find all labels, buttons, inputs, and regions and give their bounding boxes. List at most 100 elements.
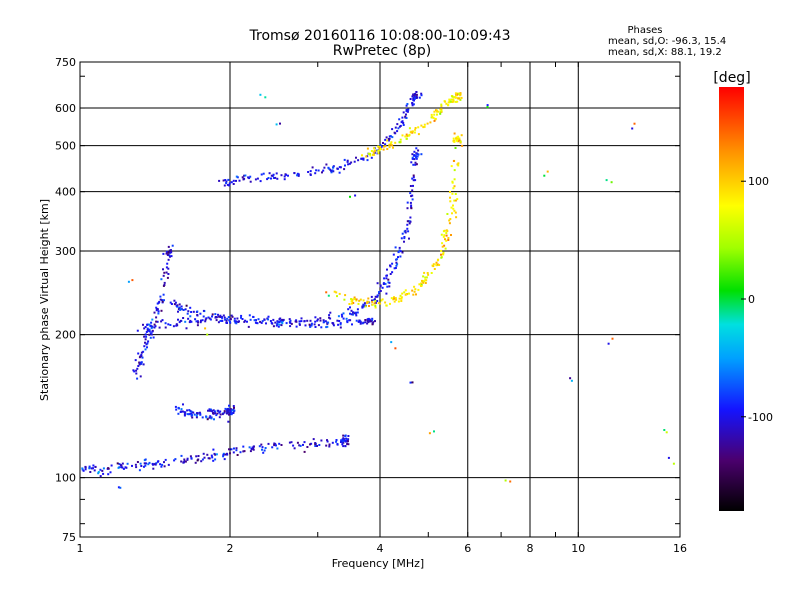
echo-point — [342, 434, 345, 437]
echo-point — [275, 172, 278, 175]
echo-point — [252, 445, 255, 448]
echo-point — [424, 276, 427, 279]
echo-point — [399, 141, 402, 143]
echo-point — [450, 98, 453, 101]
echo-point — [150, 333, 153, 336]
echo-point — [138, 469, 141, 472]
echo-point — [81, 468, 84, 471]
echo-point — [278, 323, 281, 326]
echo-point — [355, 314, 358, 317]
echo-point — [374, 300, 377, 303]
echo-point — [422, 126, 425, 129]
echo-point — [140, 361, 143, 364]
echo-point — [379, 145, 382, 148]
echo-point — [321, 171, 323, 174]
echo-point — [308, 323, 311, 326]
echo-point — [366, 159, 369, 162]
echo-point — [203, 456, 206, 459]
echo-point — [179, 308, 182, 311]
echo-point — [364, 321, 367, 324]
echo-point — [219, 319, 222, 322]
echo-point — [119, 464, 122, 466]
echo-point — [145, 335, 148, 338]
echo-point — [226, 452, 228, 455]
echo-point — [453, 140, 456, 143]
echo-point — [178, 321, 181, 324]
echo-point — [413, 95, 416, 98]
echo-point — [361, 322, 364, 325]
echo-point — [325, 444, 328, 447]
echo-point — [182, 461, 185, 464]
echo-point — [235, 449, 238, 452]
echo-point — [204, 320, 207, 323]
echo-point — [140, 355, 143, 358]
echo-point — [161, 319, 164, 322]
echo-point — [380, 145, 383, 148]
echo-point — [193, 413, 196, 416]
echo-point — [401, 232, 404, 235]
echo-point — [149, 332, 152, 335]
echo-point — [275, 444, 277, 447]
echo-point — [433, 110, 436, 113]
echo-point — [349, 312, 351, 315]
echo-point — [255, 319, 257, 322]
echo-point — [289, 322, 292, 324]
echo-point — [409, 192, 412, 195]
echo-point — [122, 467, 125, 470]
echo-point — [262, 451, 265, 454]
echo-point — [424, 278, 427, 281]
echo-point — [155, 306, 158, 309]
echo-point — [196, 412, 199, 415]
echo-point — [442, 253, 445, 256]
echo-point — [154, 463, 157, 466]
echo-point — [89, 471, 92, 473]
echo-point — [378, 147, 381, 150]
echo-point — [504, 479, 507, 482]
echo-point — [199, 321, 202, 324]
echo-point — [196, 459, 199, 462]
echo-point — [401, 134, 404, 137]
echo-point — [232, 412, 235, 414]
echo-point — [232, 179, 235, 182]
echo-point — [338, 171, 341, 174]
echo-point — [252, 316, 255, 318]
echo-point — [546, 170, 549, 173]
echo-point — [412, 99, 415, 102]
echo-point — [331, 441, 334, 444]
echo-point — [232, 183, 235, 185]
echo-point — [338, 320, 341, 322]
echo-point — [414, 163, 417, 166]
echo-point — [140, 465, 143, 467]
echo-point — [411, 381, 414, 384]
echo-point — [264, 447, 267, 449]
echo-point — [348, 319, 351, 322]
echo-point — [190, 414, 193, 417]
echo-point — [452, 137, 455, 140]
echo-point — [413, 131, 416, 134]
echo-point — [350, 161, 353, 164]
echo-point — [344, 294, 347, 297]
echo-point — [344, 440, 347, 442]
echo-point — [150, 327, 153, 330]
echo-point — [433, 268, 436, 270]
echo-point — [459, 140, 462, 143]
echo-point — [420, 94, 423, 97]
echo-point — [317, 169, 320, 172]
echo-point — [438, 264, 441, 266]
echo-point — [283, 175, 286, 178]
echo-point — [152, 336, 155, 339]
echo-point — [147, 328, 150, 331]
echo-point — [210, 408, 212, 411]
echo-point — [395, 264, 398, 267]
echo-point — [400, 300, 403, 302]
echo-point — [411, 102, 414, 105]
echo-point — [319, 317, 322, 320]
echo-point — [371, 319, 374, 322]
echo-point — [353, 296, 356, 299]
echo-point — [342, 440, 344, 443]
echo-point — [149, 336, 152, 339]
echo-point — [415, 97, 418, 99]
echo-point — [230, 411, 233, 414]
echo-point — [346, 443, 349, 445]
echo-point — [348, 303, 351, 305]
